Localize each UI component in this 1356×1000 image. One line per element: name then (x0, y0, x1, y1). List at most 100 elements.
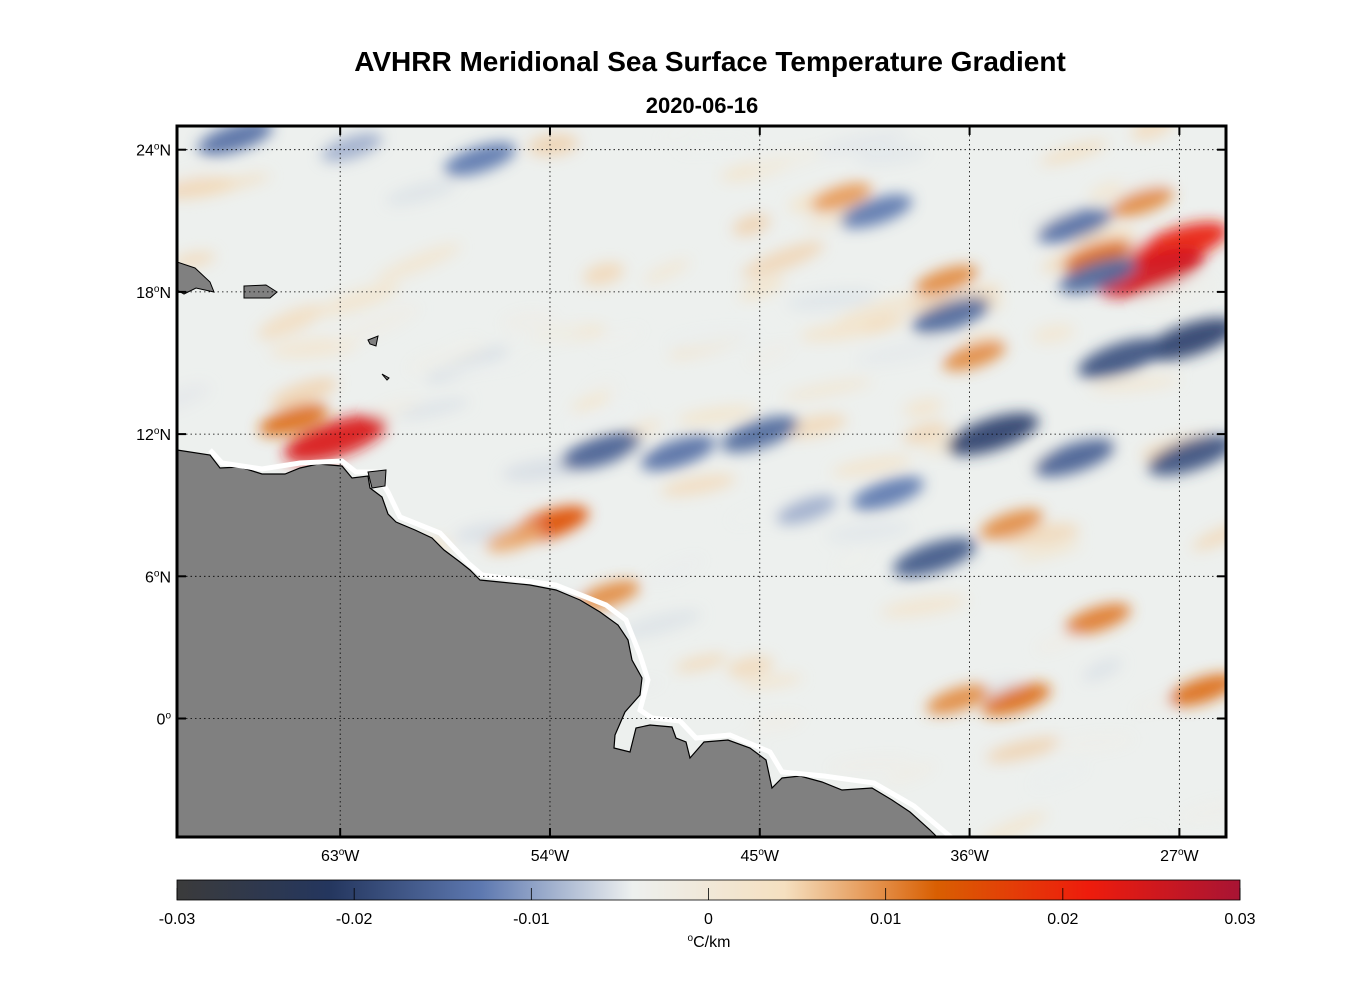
map-title: AVHRR Meridional Sea Surface Temperature… (354, 46, 1066, 77)
guadeloupe-island (367, 335, 379, 347)
longitude-label: 63oW (321, 847, 360, 865)
field-texture-patch (741, 241, 825, 278)
field-texture-patch (186, 174, 271, 196)
field-texture-patch (371, 397, 423, 420)
field-texture-patch (269, 377, 338, 409)
field-texture-patch (826, 520, 912, 544)
warm-gradient-feature (486, 524, 544, 553)
field-texture-patch (528, 134, 579, 157)
map-plot-area (177, 126, 1226, 837)
graticule (177, 126, 1226, 837)
field-texture-patch (558, 399, 644, 433)
field-texture-patch (884, 762, 937, 785)
field-texture-patch (407, 351, 450, 375)
latitude-label: 12oN (136, 426, 171, 444)
warm-gradient-feature (1063, 240, 1133, 273)
field-texture-patch (376, 243, 461, 282)
colorbar-unit-label: oC/km (688, 933, 731, 951)
map-subtitle: 2020-06-16 (645, 93, 759, 118)
warm-gradient-feature (942, 340, 1006, 371)
field-texture-patch (1032, 324, 1075, 344)
colorbar-tick-label: 0.01 (870, 911, 901, 928)
field-texture-patch (747, 148, 827, 173)
warm-gradient-feature (979, 509, 1044, 540)
colorbar-tick-label: 0.02 (1047, 911, 1078, 928)
field-texture-patch (593, 326, 645, 351)
longitude-label: 45oW (741, 847, 780, 865)
field-texture-patch (656, 126, 707, 143)
warm-gradient-feature (1168, 673, 1226, 707)
field-texture-patch (832, 549, 873, 571)
field-texture-patch (257, 304, 323, 340)
cold-gradient-feature (1078, 338, 1165, 379)
south-america-land (177, 449, 938, 837)
colorbar-ticks: -0.03 -0.02 -0.01 0 0.01 0.02 0.03 (159, 888, 1256, 928)
field-texture-patch (501, 310, 556, 333)
coastal-mask (208, 448, 954, 837)
warm-gradient-feature (259, 403, 329, 437)
field-texture-patch (1029, 764, 1088, 789)
field-texture-patch (1035, 630, 1082, 654)
field-texture-patch (727, 656, 774, 678)
cold-gradient-feature (1034, 439, 1115, 477)
field-texture-patch (905, 294, 951, 313)
field-texture-patch (835, 294, 922, 325)
cold-gradient-feature (721, 415, 799, 453)
field-texture-patch (1192, 522, 1226, 551)
puerto-rico-land (243, 284, 278, 299)
field-texture-patch (616, 610, 702, 639)
field-texture-patch (855, 144, 928, 166)
field-texture-patch (674, 654, 728, 672)
field-texture-patch (747, 341, 793, 367)
longitude-label: 27oW (1160, 847, 1199, 865)
warm-gradient-feature (914, 265, 978, 296)
field-texture-patch (583, 262, 625, 286)
warm-gradient-feature (811, 182, 872, 212)
latitude-label: 6oN (145, 568, 171, 586)
field-texture-patch (385, 179, 458, 206)
field-texture-patch (660, 474, 736, 497)
field-texture-patch (397, 398, 470, 420)
field-texture-patch (1053, 732, 1136, 753)
colorbar-unit-degree: o (688, 933, 694, 944)
cold-gradient-feature (197, 126, 273, 156)
longitude-label: 36oW (950, 847, 989, 865)
colorbar-unit-text: C/km (693, 934, 730, 951)
field-texture-patch (787, 289, 878, 311)
field-texture-patch (666, 328, 760, 350)
cold-gradient-feature (912, 297, 990, 334)
colorbar-tick-label: 0.03 (1224, 911, 1255, 928)
field-texture-patch (1088, 182, 1123, 201)
warm-gradient-feature (576, 580, 640, 611)
field-texture-patch (732, 214, 771, 236)
colorbar-tick-label: -0.02 (336, 911, 373, 928)
longitude-label: 54oW (531, 847, 570, 865)
field-texture-patch (648, 556, 705, 584)
field-texture-patch (316, 283, 400, 317)
island-small (381, 373, 390, 381)
cold-gradient-feature (640, 435, 716, 471)
field-texture-patch (986, 737, 1062, 763)
cold-gradient-feature (444, 142, 516, 177)
warm-gradient-feature (981, 683, 1051, 716)
field-texture-patch (643, 259, 690, 284)
cold-gradient-feature (840, 194, 913, 229)
warm-gradient-feature (283, 415, 388, 463)
field-texture-patch (177, 384, 210, 413)
map-frame (175, 124, 1228, 839)
cold-gradient-feature (321, 133, 382, 162)
map-axes: 24oN 18oN 12oN 6oN 0o 63oW 54oW 45oW 36oW 27oW (136, 126, 1226, 865)
field-texture-patch (333, 304, 420, 347)
field-texture-patch (677, 406, 756, 425)
field-texture-patch (1082, 658, 1123, 682)
field-texture-patch (438, 337, 484, 361)
latitude-label: 24oN (136, 142, 171, 160)
field-texture-patch (782, 414, 847, 438)
trinidad-island (367, 469, 387, 489)
field-texture-patch (1089, 376, 1180, 392)
colorbar-tick-label: -0.03 (159, 911, 196, 928)
field-texture-patch (831, 456, 913, 477)
field-texture-patch (783, 379, 872, 400)
field-texture-patch (903, 397, 944, 419)
warm-gradient-feature (1110, 186, 1174, 217)
